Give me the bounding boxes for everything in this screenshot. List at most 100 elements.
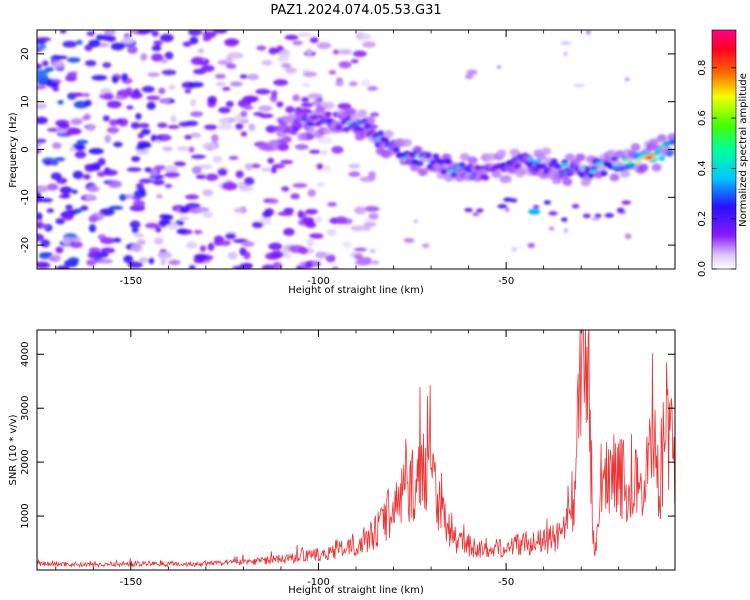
heatmap-cell [509, 198, 518, 203]
heatmap-cell [292, 94, 301, 102]
heatmap-cell [630, 143, 641, 152]
heatmap-cell [37, 261, 51, 269]
heatmap-cell [332, 49, 340, 55]
heatmap-cell [76, 139, 89, 145]
heatmap-cell [39, 253, 51, 260]
heatmap-cell [187, 30, 203, 36]
heatmap-cell [383, 130, 394, 139]
heatmap-cell [297, 32, 313, 37]
heatmap-cell [311, 260, 322, 268]
heatmap-cell [152, 179, 165, 186]
heatmap-cell [458, 161, 466, 168]
heatmap-cell [157, 122, 168, 128]
heatmap-cell [236, 181, 246, 187]
heatmap-cell [168, 84, 176, 90]
heatmap-cell [109, 119, 119, 126]
heatmap-cell [218, 117, 230, 125]
heatmap-cell [299, 261, 306, 267]
heatmap-cell [240, 110, 248, 118]
colorbar-frame [711, 29, 737, 270]
heatmap-cell [369, 249, 376, 254]
heatmap-cell [162, 214, 174, 221]
heatmap-cell [240, 131, 248, 137]
heatmap-cell [241, 241, 255, 247]
heatmap-cell [225, 63, 237, 70]
heatmap-cell [306, 48, 313, 56]
heatmap-cell [160, 98, 170, 104]
heatmap-cell [162, 146, 173, 152]
spectrogram-x-label: Height of straight line (km) [288, 285, 424, 296]
heatmap-cell [326, 228, 337, 236]
heatmap-cell [83, 173, 91, 180]
heatmap-cell [46, 183, 59, 191]
heatmap-cell [82, 92, 90, 98]
heatmap-cell [362, 41, 376, 48]
heatmap-cell [164, 51, 174, 60]
heatmap-cell [421, 243, 430, 248]
heatmap-cell [497, 204, 508, 209]
heatmap-cell [284, 34, 299, 41]
heatmap-cell [138, 187, 146, 195]
heatmap-cell [416, 160, 424, 167]
heatmap-cell [616, 207, 625, 213]
heatmap-cell [304, 124, 315, 133]
heatmap-cell [540, 162, 548, 169]
heatmap-cell [182, 41, 192, 47]
heatmap-cell [102, 115, 110, 122]
heatmap-cell [570, 158, 581, 167]
heatmap-cell [37, 84, 47, 90]
heatmap-cell [137, 132, 144, 139]
heatmap-cell [348, 171, 361, 177]
heatmap-cell [173, 161, 186, 167]
heatmap-cell [37, 185, 49, 193]
heatmap-cell [207, 242, 215, 252]
heatmap-cell [240, 118, 249, 125]
heatmap-cell [144, 167, 152, 173]
heatmap-cell [88, 148, 104, 155]
heatmap-cell [46, 81, 59, 88]
heatmap-cell [42, 60, 49, 67]
heatmap-cell [141, 128, 151, 135]
heatmap-cell [600, 170, 608, 177]
heatmap-cell [337, 49, 353, 55]
heatmap-cell [338, 61, 352, 69]
heatmap-cell [127, 45, 138, 54]
heatmap-cell [135, 113, 142, 120]
heatmap-cell [121, 73, 128, 82]
heatmap-cell [164, 165, 179, 174]
heatmap-cell [377, 130, 385, 137]
heatmap-cell [133, 200, 146, 208]
heatmap-cell [261, 59, 273, 66]
colorbar-label: Normalized spectral amplitude [738, 73, 749, 227]
heatmap-cell [562, 177, 573, 186]
heatmap-cell [582, 213, 591, 219]
heatmap-cell [119, 194, 127, 201]
heatmap-cell [67, 257, 80, 264]
heatmap-cell [225, 233, 237, 240]
heatmap-cell [193, 253, 208, 260]
heatmap-cell [527, 242, 535, 249]
heatmap-cell [432, 153, 440, 160]
heatmap-cell [371, 260, 380, 265]
heatmap-cell [233, 207, 244, 213]
heatmap-cell [298, 247, 309, 255]
heatmap-cell [52, 60, 65, 69]
snr-x-tick-label: -150 [119, 577, 142, 588]
heatmap-cell [202, 31, 217, 39]
heatmap-cell [199, 245, 207, 252]
spectrogram-y-tick-label: -20 [20, 237, 31, 253]
snr-y-tick-label: 3000 [20, 395, 31, 420]
heatmap-cell [190, 154, 206, 159]
heatmap-cell [146, 101, 156, 110]
heatmap-cell [88, 224, 97, 233]
heatmap-cell [74, 150, 87, 159]
heatmap-cell [205, 173, 219, 181]
heatmap-cell [91, 162, 101, 171]
heatmap-cell [191, 165, 202, 175]
heatmap-cell [282, 135, 292, 143]
spectrogram-x-tick-label: -150 [119, 276, 142, 287]
heatmap-cell [496, 149, 507, 158]
heatmap-cell [258, 105, 273, 112]
heatmap-cell [150, 134, 157, 142]
heatmap-cell [102, 169, 118, 176]
